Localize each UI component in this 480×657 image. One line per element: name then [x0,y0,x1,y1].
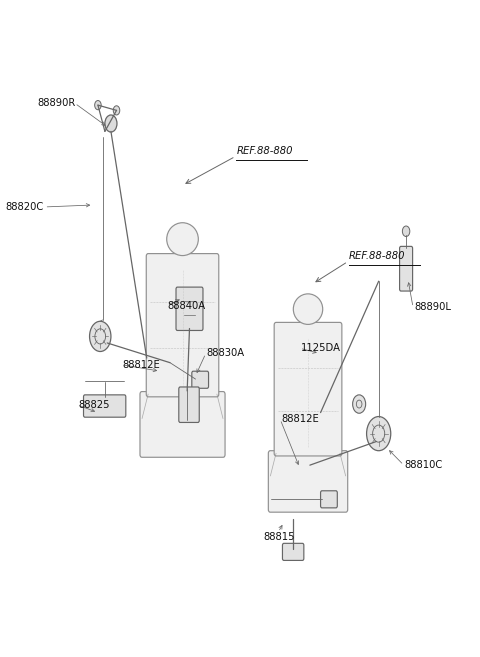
FancyBboxPatch shape [179,387,199,422]
Text: 88815: 88815 [264,532,295,543]
FancyBboxPatch shape [274,323,342,456]
Text: 88890R: 88890R [37,98,76,108]
Text: 88840A: 88840A [168,300,206,311]
Ellipse shape [293,294,323,325]
Text: 88812E: 88812E [122,359,160,370]
Circle shape [353,395,366,413]
Text: REF.88-880: REF.88-880 [349,251,406,261]
Circle shape [90,321,111,351]
FancyBboxPatch shape [399,246,413,291]
FancyBboxPatch shape [176,287,203,330]
FancyBboxPatch shape [140,392,225,457]
FancyBboxPatch shape [146,254,219,397]
Text: 88812E: 88812E [281,414,319,424]
Text: 88890L: 88890L [414,302,451,313]
FancyBboxPatch shape [268,451,348,512]
FancyBboxPatch shape [84,395,126,417]
Text: 88820C: 88820C [6,202,44,212]
FancyBboxPatch shape [192,371,208,388]
Circle shape [402,226,410,237]
Text: 88830A: 88830A [207,348,245,359]
Circle shape [95,101,101,110]
Text: REF.88-880: REF.88-880 [237,146,293,156]
Text: 88825: 88825 [78,399,109,410]
FancyBboxPatch shape [321,491,337,508]
Circle shape [367,417,391,451]
Text: 1125DA: 1125DA [300,343,341,353]
Ellipse shape [167,223,198,256]
Text: 88810C: 88810C [405,460,443,470]
Circle shape [113,106,120,115]
FancyBboxPatch shape [282,543,304,560]
Circle shape [105,115,117,132]
